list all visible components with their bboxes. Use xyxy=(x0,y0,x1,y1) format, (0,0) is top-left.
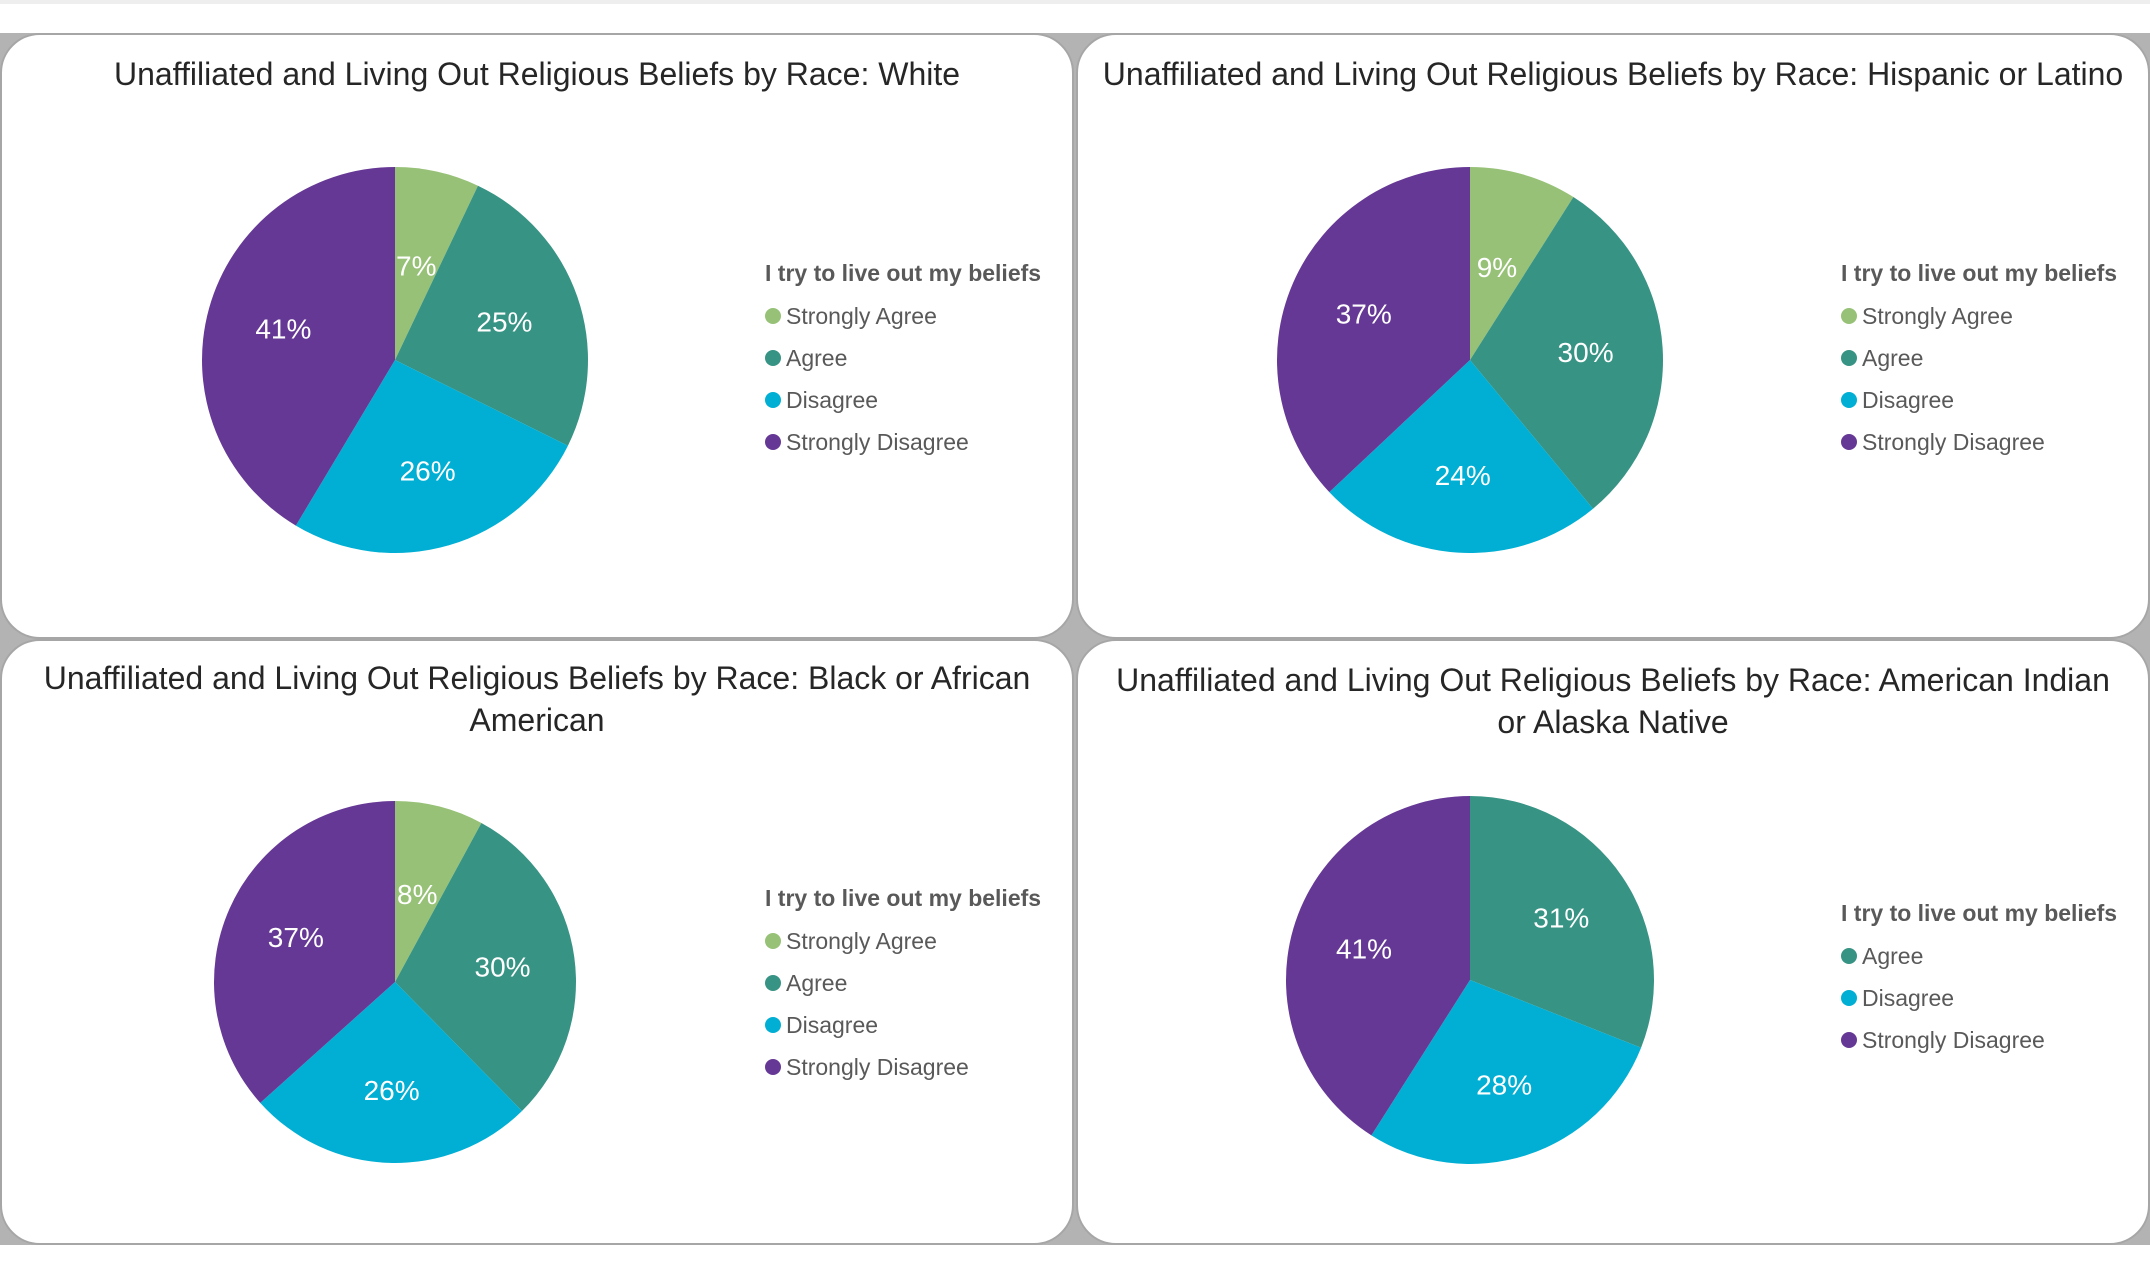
legend-label: Agree xyxy=(786,344,848,371)
pie-slice-label: 30% xyxy=(475,951,531,982)
legend-label: Strongly Disagree xyxy=(786,1053,969,1080)
pie-slice-label: 41% xyxy=(1336,934,1392,965)
legend-label: Strongly Agree xyxy=(786,302,937,329)
pie-slice-strongly-agree xyxy=(1470,167,1574,360)
chart-legend: I try to live out my beliefs Strongly Agr… xyxy=(765,260,1041,463)
legend-item-agree: Agree xyxy=(765,962,1041,1004)
legend-item-strongly-agree: Strongly Agree xyxy=(1841,295,2117,337)
legend-label: Disagree xyxy=(786,1011,879,1038)
pie-slice-strongly-disagree xyxy=(214,801,395,1103)
legend-label: Strongly Disagree xyxy=(1862,1026,2045,1053)
legend-item-strongly-agree: Strongly Agree xyxy=(765,295,1041,337)
legend-label: Disagree xyxy=(1862,386,1955,413)
legend-title: I try to live out my beliefs xyxy=(765,885,1042,911)
legend-swatch xyxy=(1841,948,1857,964)
legend-label: Strongly Disagree xyxy=(786,428,969,455)
legend-item-strongly-disagree: Strongly Disagree xyxy=(765,421,1041,463)
chart-title: Unaffiliated and Living Out Religious Be… xyxy=(1116,662,2110,740)
pie-slice-label: 37% xyxy=(268,922,324,953)
pie-chart: 8% 30% 26% 37% xyxy=(214,801,576,1163)
pie-slice-disagree xyxy=(1371,980,1642,1164)
pie-slice-label: 9% xyxy=(1477,252,1517,283)
pie-slice-label: 30% xyxy=(1558,337,1614,368)
legend-item-disagree: Disagree xyxy=(1841,379,2117,421)
legend-swatch xyxy=(1841,308,1857,324)
pie-chart: 31% 28% 41% xyxy=(1286,796,1654,1164)
pie-slice-disagree xyxy=(1329,360,1594,553)
top-rule xyxy=(0,0,2150,4)
legend-title: I try to live out my beliefs xyxy=(1841,900,2118,926)
legend-label: Strongly Agree xyxy=(1862,302,2013,329)
pie-slice-agree xyxy=(1470,197,1663,509)
legend-label: Agree xyxy=(1862,942,1924,969)
pie-slice-strongly-disagree xyxy=(1286,796,1470,1136)
chart-legend: I try to live out my beliefs Agree Disagre… xyxy=(1841,900,2117,1061)
legend-label: Agree xyxy=(786,969,848,996)
pie-slice-label: 25% xyxy=(476,307,532,338)
chart-title: Unaffiliated and Living Out Religious Be… xyxy=(43,660,1031,738)
legend-item-disagree: Disagree xyxy=(765,379,1041,421)
legend-swatch xyxy=(765,350,781,366)
legend-swatch xyxy=(765,308,781,324)
pie-slice-strongly-agree xyxy=(395,167,478,360)
legend-swatch xyxy=(1841,990,1857,1006)
legend-label: Agree xyxy=(1862,344,1924,371)
chart-title: Unaffiliated and Living Out Religious Be… xyxy=(113,56,961,92)
legend-swatch xyxy=(765,1059,781,1075)
legend-item-strongly-disagree: Strongly Disagree xyxy=(765,1046,1041,1088)
legend-swatch xyxy=(765,1017,781,1033)
pie-slice-agree xyxy=(1470,796,1654,1048)
pie-slice-label: 41% xyxy=(255,314,311,345)
chart-legend: I try to live out my beliefs Strongly Agr… xyxy=(765,885,1041,1088)
pie-slice-label: 26% xyxy=(364,1075,420,1106)
legend-label: Disagree xyxy=(786,386,879,413)
pie-slice-label: 24% xyxy=(1435,460,1491,491)
legend-item-strongly-disagree: Strongly Disagree xyxy=(1841,1019,2117,1061)
pie-slice-agree xyxy=(395,822,576,1111)
legend-item-disagree: Disagree xyxy=(765,1004,1041,1046)
legend-swatch xyxy=(1841,434,1857,450)
pie-slice-label: 7% xyxy=(396,250,436,281)
pie-slice-strongly-agree xyxy=(395,801,482,982)
pie-slice-agree xyxy=(395,185,588,446)
legend-swatch xyxy=(1841,392,1857,408)
pie-chart: 9% 30% 24% 37% xyxy=(1277,167,1663,553)
pie-slice-label: 8% xyxy=(397,879,437,910)
legend-title: I try to live out my beliefs xyxy=(1841,260,2118,286)
pie-slice-label: 28% xyxy=(1476,1069,1532,1100)
legend-swatch xyxy=(765,933,781,949)
pie-slice-strongly-disagree xyxy=(202,167,395,526)
legend-item-strongly-agree: Strongly Agree xyxy=(765,920,1041,962)
pie-slice-label: 26% xyxy=(400,456,456,487)
legend-label: Disagree xyxy=(1862,984,1955,1011)
legend-item-agree: Agree xyxy=(1841,935,2117,977)
legend-item-agree: Agree xyxy=(1841,337,2117,379)
legend-title: I try to live out my beliefs xyxy=(765,260,1042,286)
chart-panel: Unaffiliated and Living Out Religious Be… xyxy=(0,639,1074,1245)
legend-label: Strongly Agree xyxy=(786,927,937,954)
pie-slice-label: 31% xyxy=(1533,902,1589,933)
legend-swatch xyxy=(1841,1032,1857,1048)
legend-item-disagree: Disagree xyxy=(1841,977,2117,1019)
legend-swatch xyxy=(765,975,781,991)
chart-legend: I try to live out my beliefs Strongly Agr… xyxy=(1841,260,2117,463)
legend-swatch xyxy=(765,392,781,408)
legend-swatch xyxy=(765,434,781,450)
pie-slice-disagree xyxy=(260,982,522,1163)
pie-slice-strongly-disagree xyxy=(1277,167,1470,493)
legend-swatch xyxy=(1841,350,1857,366)
legend-item-strongly-disagree: Strongly Disagree xyxy=(1841,421,2117,463)
pie-chart: 7% 25% 26% 41% xyxy=(202,167,588,553)
pie-slice-label: 37% xyxy=(1336,299,1392,330)
legend-label: Strongly Disagree xyxy=(1862,428,2045,455)
chart-title: Unaffiliated and Living Out Religious Be… xyxy=(1102,56,2124,92)
pie-slice-disagree xyxy=(295,360,568,553)
legend-item-agree: Agree xyxy=(765,337,1041,379)
